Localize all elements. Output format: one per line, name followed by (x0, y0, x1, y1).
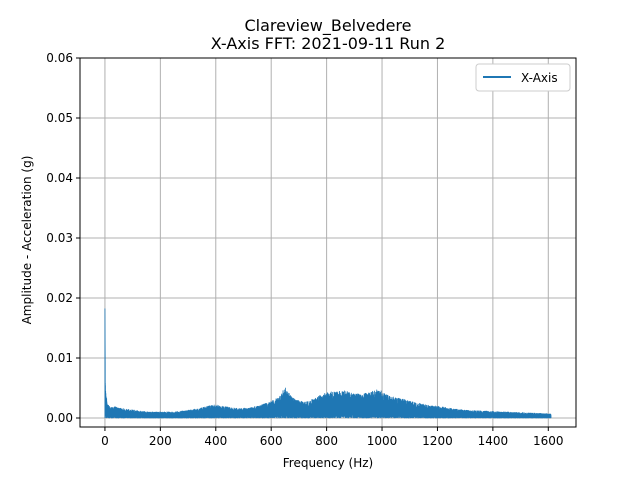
series-layer (104, 308, 552, 419)
x-axis-label: Frequency (Hz) (283, 456, 374, 470)
series-line-x-axis (104, 308, 552, 419)
y-tick-label: 0.01 (46, 351, 73, 365)
x-tick-label: 1000 (367, 434, 398, 448)
y-tick-label: 0.03 (46, 231, 73, 245)
legend-label-x-axis: X-Axis (521, 71, 558, 85)
x-axis: 0 200 400 600 800 1000 1200 1400 1600 (101, 427, 564, 448)
chart-title: Clareview_Belvedere (245, 16, 412, 36)
y-tick-label: 0.02 (46, 291, 73, 305)
legend: X-Axis (475, 63, 571, 92)
x-tick-label: 200 (149, 434, 172, 448)
x-tick-label: 600 (260, 434, 283, 448)
legend-box (475, 63, 571, 92)
y-axis-label: Amplitude - Acceleration (g) (20, 156, 34, 325)
x-tick-label: 800 (315, 434, 338, 448)
chart-subtitle: X-Axis FFT: 2021-09-11 Run 2 (211, 34, 446, 53)
x-tick-label: 400 (204, 434, 227, 448)
y-tick-label: 0.05 (46, 111, 73, 125)
y-tick-label: 0.00 (46, 411, 73, 425)
x-tick-label: 1600 (533, 434, 564, 448)
grid-lines (80, 57, 576, 427)
plot-frame (79, 57, 577, 428)
x-tick-label: 1400 (478, 434, 509, 448)
x-tick-label: 0 (101, 434, 109, 448)
y-axis: 0.00 0.01 0.02 0.03 0.04 0.05 0.06 (46, 51, 80, 425)
y-tick-label: 0.06 (46, 51, 73, 65)
y-tick-label: 0.04 (46, 171, 73, 185)
x-tick-label: 1200 (422, 434, 453, 448)
